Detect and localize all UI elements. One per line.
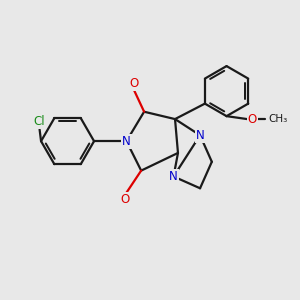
Text: N: N bbox=[169, 170, 178, 183]
Text: N: N bbox=[122, 135, 131, 148]
Text: O: O bbox=[120, 193, 130, 206]
Text: N: N bbox=[196, 129, 204, 142]
Text: Cl: Cl bbox=[34, 115, 45, 128]
Text: CH₃: CH₃ bbox=[268, 114, 288, 124]
Text: O: O bbox=[248, 112, 257, 126]
Text: O: O bbox=[129, 77, 138, 90]
